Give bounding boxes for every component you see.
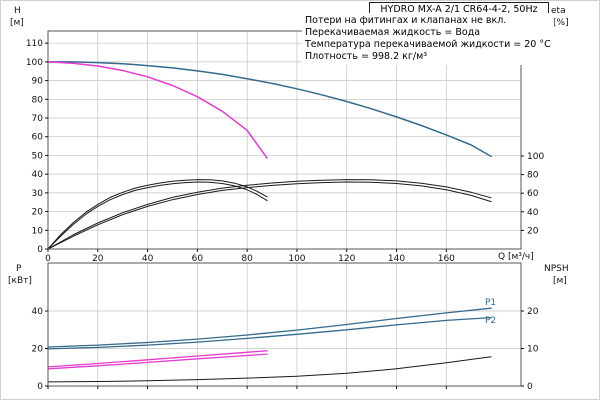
x-tick-label: 20 — [92, 254, 104, 264]
y2-tick-label: 20 — [527, 226, 539, 236]
y-tick-label: 0 — [37, 245, 43, 255]
curve-eta-1-pump-lower — [47, 181, 268, 250]
y-tick-label: 30 — [32, 189, 44, 199]
y2-tick-label: 100 — [527, 152, 544, 162]
y2-tick-label: 80 — [527, 171, 539, 181]
p-axis-label: P — [16, 264, 22, 274]
y2-tick-label: 0 — [527, 382, 533, 392]
npsh-axis-label: NPSH — [544, 264, 569, 274]
p-axis-unit: [кВт] — [8, 276, 32, 286]
y-tick-label: 60 — [32, 133, 44, 143]
x-tick-label: 100 — [288, 254, 305, 264]
h-axis-unit: [м] — [10, 18, 24, 28]
y-tick-label: 100 — [26, 58, 43, 68]
curve-power-P1 — [47, 307, 492, 348]
h-axis-label: H — [14, 6, 21, 16]
curve-head-2-pumps — [47, 61, 492, 158]
y-tick-label: 40 — [32, 307, 44, 317]
note-line: Перекачиваемая жидкость = Вода — [305, 27, 481, 38]
y2-tick-label: 60 — [527, 189, 539, 199]
eta-axis-unit: [%] — [553, 18, 569, 28]
x-tick-label: 80 — [241, 254, 253, 264]
x-tick-label: 140 — [388, 254, 405, 264]
y-tick-label: 40 — [32, 170, 44, 180]
y2-tick-label: 40 — [527, 208, 539, 218]
y-tick-label: 20 — [32, 345, 44, 355]
y2-tick-label: 20 — [527, 307, 539, 317]
y-tick-label: 0 — [37, 382, 43, 392]
curve-eta-1-pump-upper — [47, 179, 268, 250]
q-axis-label: Q [м³/ч] — [498, 252, 534, 262]
p1-curve-label: P1 — [485, 298, 497, 308]
note-line: Температура перекачиваемой жидкости = 20… — [305, 39, 551, 50]
x-tick-label: 160 — [438, 254, 455, 264]
y-tick-label: 80 — [32, 95, 44, 105]
eta-axis-label: eta — [551, 6, 566, 16]
npsh-axis-unit: [м] — [553, 276, 567, 286]
curve-power-1-pump-lower — [47, 353, 268, 370]
p2-curve-label: P2 — [485, 316, 497, 326]
curve-power-1-pump-upper — [47, 350, 268, 368]
x-tick-label: 60 — [192, 254, 204, 264]
curve-eta-2-pumps-upper — [47, 179, 492, 250]
y-tick-label: 90 — [32, 77, 44, 87]
curve-eta-2-pumps-lower — [47, 181, 492, 250]
chart-notes: Потери на фитингах и клапанах не вкл. Пе… — [302, 13, 554, 65]
y-tick-label: 20 — [32, 208, 44, 218]
curve-head-1-pump — [47, 61, 268, 159]
y-tick-label: 70 — [32, 114, 44, 124]
note-line: Плотность = 998.2 кг/м³ — [305, 51, 428, 62]
curve-npsh — [47, 356, 492, 383]
x-tick-label: 40 — [142, 254, 154, 264]
y-tick-label: 110 — [26, 39, 43, 49]
y-tick-label: 50 — [32, 151, 44, 161]
y2-tick-label: 10 — [527, 345, 539, 355]
plot-border-power — [47, 262, 522, 387]
plot-border-hq — [47, 30, 522, 250]
x-tick-label: 0 — [45, 254, 51, 264]
note-line: Потери на фитингах и клапанах не вкл. — [305, 15, 507, 26]
x-tick-label: 120 — [338, 254, 355, 264]
curve-power-P2 — [47, 316, 492, 350]
y-tick-label: 10 — [32, 226, 44, 236]
